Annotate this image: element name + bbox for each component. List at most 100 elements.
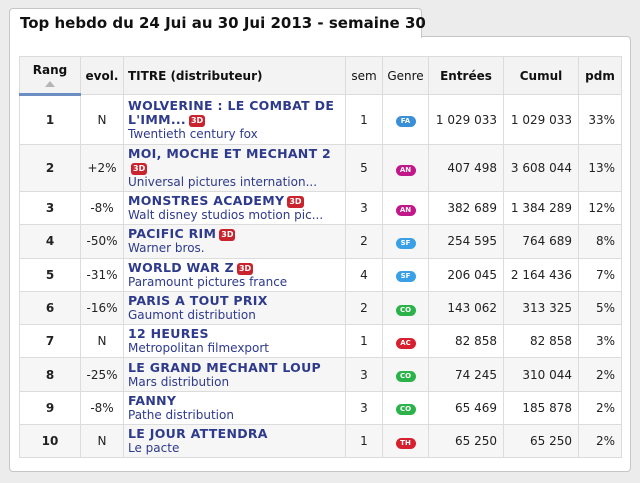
rank-cell: 5	[19, 257, 81, 292]
entrees-cell: 254 595	[428, 224, 504, 259]
distributor-name: Mars distribution	[128, 374, 230, 389]
distributor-name: Warner bros.	[128, 241, 205, 256]
entrees-cell: 382 689	[428, 190, 504, 226]
evolution-cell: N	[80, 324, 124, 359]
genre-badge: TH	[395, 437, 416, 449]
distributor-name: Le pacte	[128, 441, 180, 456]
weeks-cell: 4	[345, 257, 383, 292]
genre-badge: CO	[395, 304, 416, 316]
film-title-link[interactable]: WORLD WAR Z	[128, 260, 234, 275]
rank-cell: 10	[19, 424, 81, 459]
column-header-rang[interactable]: Rang	[19, 56, 81, 96]
film-title-link[interactable]: PARIS A TOUT PRIX	[128, 293, 268, 308]
film-title[interactable]: WOLVERINE : LE COMBAT DE	[128, 97, 335, 113]
title-cell: 12 HEURES Metropolitan filmexport	[123, 324, 346, 359]
entrees-cell: 74 245	[428, 357, 504, 392]
genre-cell: SF	[382, 224, 429, 259]
distributor-name: Gaumont distribution	[128, 308, 256, 323]
cumul-cell: 310 044	[503, 357, 579, 392]
pdm-cell: 2%	[578, 424, 622, 459]
evolution-cell: -50%	[80, 224, 124, 259]
page-title: Top hebdo du 24 Jui au 30 Jui 2013 - sem…	[9, 8, 426, 38]
entrees-cell: 143 062	[428, 290, 504, 326]
evolution-cell: +2%	[80, 144, 124, 192]
evolution-cell: -8%	[80, 190, 124, 226]
evolution-cell: -31%	[80, 257, 124, 292]
column-header-evol[interactable]: evol.	[80, 56, 124, 95]
evolution-cell: -25%	[80, 357, 124, 392]
weeks-cell: 1	[345, 424, 383, 459]
column-header-cumul[interactable]: Cumul	[503, 56, 579, 95]
3d-badge: 3D	[236, 262, 254, 275]
column-header-pdm[interactable]: pdm	[578, 56, 622, 95]
table-row: 8 -25% LE GRAND MECHANT LOUP Mars distribut…	[19, 357, 622, 392]
film-title-link[interactable]: PACIFIC RIM	[128, 226, 216, 241]
entrees-cell: 1 029 033	[428, 94, 504, 145]
pdm-cell: 3%	[578, 324, 622, 359]
table-row: 9 -8% FANNY Pathe distribution 3 CO 65 469 185 …	[19, 390, 622, 426]
film-title[interactable]: MOI, MOCHE ET MECHANT 2	[128, 146, 332, 161]
evolution-cell: -8%	[80, 390, 124, 426]
film-title-link[interactable]: 12 HEURES	[128, 326, 209, 341]
distributor-name: Universal pictures internation...	[128, 175, 318, 189]
weeks-cell: 3	[345, 190, 383, 226]
genre-badge: AC	[395, 337, 416, 349]
rank-cell: 1	[19, 94, 81, 145]
genre-badge: SF	[395, 237, 416, 249]
film-title[interactable]: PARIS A TOUT PRIX	[128, 293, 268, 309]
genre-badge: SF	[395, 271, 416, 283]
film-title[interactable]: WORLD WAR Z	[128, 259, 234, 275]
genre-cell: FA	[382, 94, 429, 145]
column-header-sem[interactable]: sem	[345, 56, 383, 95]
film-title-link[interactable]: FANNY	[128, 393, 176, 408]
rank-cell: 4	[19, 224, 81, 259]
cumul-cell: 65 250	[503, 424, 579, 459]
title-cell: FANNY Pathe distribution	[123, 390, 346, 426]
film-title[interactable]: MONSTRES ACADEMY	[128, 193, 285, 209]
film-title-link[interactable]: LE GRAND MECHANT LOUP	[128, 360, 321, 375]
cumul-cell: 1 029 033	[503, 94, 579, 145]
pdm-cell: 13%	[578, 144, 622, 192]
cumul-cell: 3 608 044	[503, 144, 579, 192]
film-title[interactable]: FANNY	[128, 392, 177, 408]
entrees-cell: 206 045	[428, 257, 504, 292]
entrees-cell: 82 858	[428, 324, 504, 359]
table-row: 4 -50% PACIFIC RIM 3D Warner bros. 2 SF 254 595…	[19, 224, 622, 259]
table-row: 6 -16% PARIS A TOUT PRIX Gaumont distributi…	[19, 290, 622, 326]
film-title[interactable]: 12 HEURES	[128, 326, 209, 342]
evolution-cell: N	[80, 94, 124, 145]
genre-cell: CO	[382, 290, 429, 326]
film-title[interactable]: LE JOUR ATTENDRA	[128, 426, 268, 442]
film-title-link[interactable]: MONSTRES ACADEMY	[128, 193, 284, 208]
entrees-cell: 65 250	[428, 424, 504, 459]
evolution-cell: N	[80, 424, 124, 459]
3d-badge: 3D	[219, 229, 236, 242]
film-title[interactable]: LE GRAND MECHANT LOUP	[128, 359, 321, 375]
table-row: 3 -8% MONSTRES ACADEMY 3D Walt disney studio…	[19, 190, 622, 226]
film-title[interactable]: PACIFIC RIM	[128, 226, 217, 242]
table-row: 7 N 12 HEURES Metropolitan filmexport 1 AC 82 …	[19, 324, 622, 359]
column-header-genre[interactable]: Genre	[382, 56, 429, 95]
film-title-continued[interactable]: L'IMM...	[128, 111, 186, 127]
title-cell: PARIS A TOUT PRIX Gaumont distribution	[123, 290, 346, 326]
genre-badge: AN	[395, 164, 416, 176]
cumul-cell: 313 325	[503, 290, 579, 326]
genre-badge: FA	[395, 116, 416, 127]
title-cell: LE JOUR ATTENDRA Le pacte	[123, 424, 346, 459]
genre-cell: SF	[382, 257, 429, 292]
film-title-link[interactable]: LE JOUR ATTENDRA	[128, 426, 268, 441]
film-title-link[interactable]: WOLVERINE : LE COMBAT DE L'IMM...	[128, 98, 334, 127]
column-header-entrees[interactable]: Entrées	[428, 56, 504, 95]
entrees-cell: 65 469	[428, 390, 504, 426]
table-row: 10 N LE JOUR ATTENDRA Le pacte 1 TH 65 250 65 2…	[19, 424, 622, 459]
rank-cell: 6	[19, 290, 81, 326]
sort-ascending-icon	[45, 81, 55, 87]
title-cell: WOLVERINE : LE COMBAT DE L'IMM... 3D Twenti…	[123, 94, 346, 145]
rank-cell: 8	[19, 357, 81, 392]
rank-cell: 3	[19, 190, 81, 226]
table-row: 1 N WOLVERINE : LE COMBAT DE L'IMM... 3D Twen…	[19, 94, 622, 145]
film-title-link[interactable]: MOI, MOCHE ET MECHANT 2	[128, 146, 331, 161]
genre-cell: CO	[382, 357, 429, 392]
distributor-name: Metropolitan filmexport	[128, 341, 270, 356]
column-header-titre[interactable]: TITRE (distributeur)	[123, 56, 346, 95]
